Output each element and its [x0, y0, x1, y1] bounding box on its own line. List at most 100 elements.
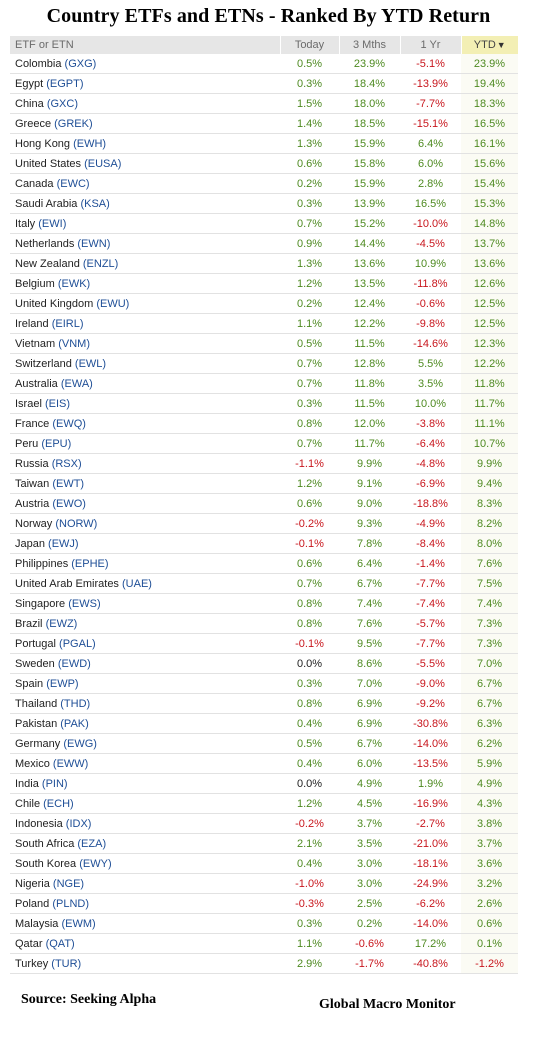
ticker-link[interactable]: (EWM) [61, 917, 96, 930]
ticker-link[interactable]: (PAK) [60, 717, 89, 730]
ticker-link[interactable]: (EUSA) [84, 157, 122, 170]
ticker-link[interactable]: (EGPT) [46, 77, 84, 90]
ticker-link[interactable]: (UAE) [122, 577, 152, 590]
table-row[interactable]: Israel (EIS) 0.3% 11.5% 10.0% 11.7% [10, 393, 518, 414]
table-row[interactable]: Indonesia (IDX) -0.2% 3.7% -2.7% 3.8% [10, 813, 518, 834]
table-row[interactable]: Mexico (EWW) 0.4% 6.0% -13.5% 5.9% [10, 753, 518, 774]
ticker-link[interactable]: (EWP) [46, 677, 79, 690]
ticker-link[interactable]: (ENZL) [82, 257, 119, 270]
ticker-link[interactable]: (GXG) [64, 57, 97, 70]
table-row[interactable]: India (PIN) 0.0% 4.9% 1.9% 4.9% [10, 773, 518, 794]
etf-name-cell: India (PIN) [10, 773, 280, 794]
table-row[interactable]: Colombia (GXG) 0.5% 23.9% -5.1% 23.9% [10, 54, 518, 74]
ticker-link[interactable]: (EWH) [73, 137, 107, 150]
table-row[interactable]: France (EWQ) 0.8% 12.0% -3.8% 11.1% [10, 413, 518, 434]
table-row[interactable]: Egypt (EGPT) 0.3% 18.4% -13.9% 19.4% [10, 73, 518, 94]
table-row[interactable]: Japan (EWJ) -0.1% 7.8% -8.4% 8.0% [10, 533, 518, 554]
table-row[interactable]: Portugal (PGAL) -0.1% 9.5% -7.7% 7.3% [10, 633, 518, 654]
column-header-1-year[interactable]: 1 Yr [399, 36, 461, 54]
table-row[interactable]: Australia (EWA) 0.7% 11.8% 3.5% 11.8% [10, 373, 518, 394]
ticker-link[interactable]: (EWD) [57, 657, 91, 670]
ticker-link[interactable]: (EWG) [63, 737, 97, 750]
ticker-link[interactable]: (EWC) [56, 177, 90, 190]
etf-name-cell: Mexico (EWW) [10, 753, 280, 774]
table-row[interactable]: Italy (EWI) 0.7% 15.2% -10.0% 14.8% [10, 213, 518, 234]
ticker-link[interactable]: (QAT) [45, 937, 75, 950]
ticker-link[interactable]: (EIRL) [51, 317, 84, 330]
table-row[interactable]: Ireland (EIRL) 1.1% 12.2% -9.8% 12.5% [10, 313, 518, 334]
table-row[interactable]: South Korea (EWY) 0.4% 3.0% -18.1% 3.6% [10, 853, 518, 874]
table-row[interactable]: Canada (EWC) 0.2% 15.9% 2.8% 15.4% [10, 173, 518, 194]
table-row[interactable]: Sweden (EWD) 0.0% 8.6% -5.5% 7.0% [10, 653, 518, 674]
table-row[interactable]: Belgium (EWK) 1.2% 13.5% -11.8% 12.6% [10, 273, 518, 294]
table-row[interactable]: Austria (EWO) 0.6% 9.0% -18.8% 8.3% [10, 493, 518, 514]
table-row[interactable]: Saudi Arabia (KSA) 0.3% 13.9% 16.5% 15.3% [10, 193, 518, 214]
ticker-link[interactable]: (PLND) [52, 897, 89, 910]
ticker-link[interactable]: (TUR) [51, 957, 82, 970]
table-row[interactable]: United States (EUSA) 0.6% 15.8% 6.0% 15.6% [10, 153, 518, 174]
table-row[interactable]: Russia (RSX) -1.1% 9.9% -4.8% 9.9% [10, 453, 518, 474]
ticker-link[interactable]: (EWI) [38, 217, 67, 230]
ticker-link[interactable]: (EWN) [77, 237, 111, 250]
table-row[interactable]: South Africa (EZA) 2.1% 3.5% -21.0% 3.7% [10, 833, 518, 854]
ticker-link[interactable]: (NORW) [55, 517, 98, 530]
table-row[interactable]: Brazil (EWZ) 0.8% 7.6% -5.7% 7.3% [10, 613, 518, 634]
ticker-link[interactable]: (EWA) [60, 377, 93, 390]
column-header-today[interactable]: Today [279, 36, 339, 54]
ticker-link[interactable]: (VNM) [58, 337, 90, 350]
ticker-link[interactable]: (ECH) [43, 797, 74, 810]
column-header-ytd[interactable]: YTD▼ [460, 36, 518, 54]
ticker-link[interactable]: (EWW) [52, 757, 89, 770]
ticker-link[interactable]: (EWJ) [48, 537, 79, 550]
ticker-link[interactable]: (EWU) [96, 297, 130, 310]
column-header-etf[interactable]: ETF or ETN [10, 36, 280, 54]
table-row[interactable]: Nigeria (NGE) -1.0% 3.0% -24.9% 3.2% [10, 873, 518, 894]
table-row[interactable]: Singapore (EWS) 0.8% 7.4% -7.4% 7.4% [10, 593, 518, 614]
table-row[interactable]: Norway (NORW) -0.2% 9.3% -4.9% 8.2% [10, 513, 518, 534]
table-row[interactable]: Vietnam (VNM) 0.5% 11.5% -14.6% 12.3% [10, 333, 518, 354]
ticker-link[interactable]: (EWO) [52, 497, 86, 510]
table-row[interactable]: Malaysia (EWM) 0.3% 0.2% -14.0% 0.6% [10, 913, 518, 934]
ticker-link[interactable]: (EWZ) [45, 617, 78, 630]
table-row[interactable]: Greece (GREK) 1.4% 18.5% -15.1% 16.5% [10, 113, 518, 134]
ticker-link[interactable]: (PIN) [41, 777, 68, 790]
ticker-link[interactable]: (EZA) [77, 837, 107, 850]
ticker-link[interactable]: (EWT) [52, 477, 85, 490]
ticker-link[interactable]: (EWK) [57, 277, 91, 290]
table-row[interactable]: Poland (PLND) -0.3% 2.5% -6.2% 2.6% [10, 893, 518, 914]
table-row[interactable]: Spain (EWP) 0.3% 7.0% -9.0% 6.7% [10, 673, 518, 694]
ticker-link[interactable]: (GREK) [54, 117, 93, 130]
table-row[interactable]: Chile (ECH) 1.2% 4.5% -16.9% 4.3% [10, 793, 518, 814]
ticker-link[interactable]: (EWQ) [52, 417, 86, 430]
table-row[interactable]: Netherlands (EWN) 0.9% 14.4% -4.5% 13.7% [10, 233, 518, 254]
table-row[interactable]: United Arab Emirates (UAE) 0.7% 6.7% -7.7% 7… [10, 573, 518, 594]
ticker-link[interactable]: (NGE) [52, 877, 85, 890]
table-row[interactable]: United Kingdom (EWU) 0.2% 12.4% -0.6% 12.5% [10, 293, 518, 314]
ticker-link[interactable]: (GXC) [46, 97, 78, 110]
table-row[interactable]: Thailand (THD) 0.8% 6.9% -9.2% 6.7% [10, 693, 518, 714]
ticker-link[interactable]: (THD) [60, 697, 91, 710]
table-row[interactable]: Taiwan (EWT) 1.2% 9.1% -6.9% 9.4% [10, 473, 518, 494]
table-row[interactable]: Hong Kong (EWH) 1.3% 15.9% 6.4% 16.1% [10, 133, 518, 154]
table-row[interactable]: Pakistan (PAK) 0.4% 6.9% -30.8% 6.3% [10, 713, 518, 734]
ticker-link[interactable]: (EWL) [74, 357, 107, 370]
ticker-link[interactable]: (EIS) [44, 397, 71, 410]
ticker-link[interactable]: (EWY) [79, 857, 112, 870]
column-header-3-months[interactable]: 3 Mths [338, 36, 400, 54]
ticker-link[interactable]: (IDX) [65, 817, 92, 830]
etf-name-cell: Chile (ECH) [10, 793, 280, 814]
table-row[interactable]: Switzerland (EWL) 0.7% 12.8% 5.5% 12.2% [10, 353, 518, 374]
table-row[interactable]: Peru (EPU) 0.7% 11.7% -6.4% 10.7% [10, 433, 518, 454]
table-row[interactable]: New Zealand (ENZL) 1.3% 13.6% 10.9% 13.6% [10, 253, 518, 274]
ticker-link[interactable]: (EWS) [68, 597, 101, 610]
ticker-link[interactable]: (PGAL) [59, 637, 96, 650]
table-row[interactable]: China (GXC) 1.5% 18.0% -7.7% 18.3% [10, 93, 518, 114]
table-row[interactable]: Qatar (QAT) 1.1% -0.6% 17.2% 0.1% [10, 933, 518, 954]
table-row[interactable]: Philippines (EPHE) 0.6% 6.4% -1.4% 7.6% [10, 553, 518, 574]
ticker-link[interactable]: (KSA) [80, 197, 110, 210]
ticker-link[interactable]: (RSX) [51, 457, 82, 470]
ticker-link[interactable]: (EPU) [41, 437, 72, 450]
table-row[interactable]: Turkey (TUR) 2.9% -1.7% -40.8% -1.2% [10, 953, 518, 974]
ticker-link[interactable]: (EPHE) [71, 557, 109, 570]
table-row[interactable]: Germany (EWG) 0.5% 6.7% -14.0% 6.2% [10, 733, 518, 754]
